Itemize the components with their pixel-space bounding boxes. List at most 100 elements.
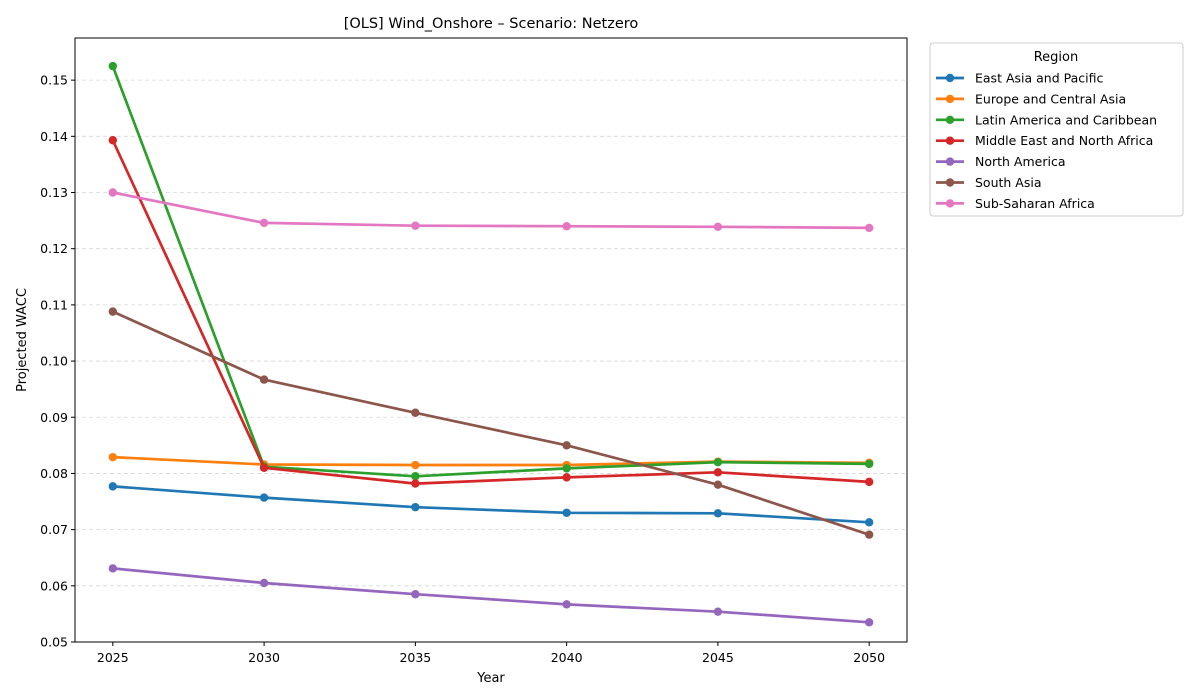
legend-label: North America [975, 154, 1066, 169]
x-axis: 2025 2030 2035 2040 2045 2050 [97, 642, 885, 665]
x-tick-label: 2025 [97, 650, 129, 665]
data-point [562, 222, 571, 231]
legend-label: East Asia and Pacific [975, 71, 1103, 86]
data-point [411, 408, 420, 417]
data-point [108, 564, 118, 573]
data-point [108, 307, 118, 316]
series-north-america [108, 564, 874, 627]
y-tick-label: 0.10 [40, 354, 68, 369]
data-point [259, 218, 269, 228]
data-point [411, 221, 420, 230]
data-point [864, 518, 874, 527]
data-point [562, 508, 571, 517]
legend-label: Latin America and Caribbean [975, 112, 1157, 127]
grid-lines [75, 79, 907, 643]
y-tick-label: 0.06 [40, 578, 68, 593]
legend-frame [929, 42, 1184, 217]
y-tick-label: 0.11 [40, 297, 68, 312]
y-tick-label: 0.08 [40, 466, 68, 481]
y-tick-label: 0.12 [40, 241, 68, 256]
legend-swatch-marker [945, 199, 955, 208]
data-point [108, 482, 118, 491]
data-point [411, 502, 420, 512]
legend-swatch-marker [945, 157, 955, 166]
legend-entry: Sub-Saharan Africa [936, 196, 1095, 211]
data-point [864, 618, 874, 627]
data-point [562, 464, 571, 473]
legend-entry: North America [936, 154, 1066, 169]
series-line [112, 567, 870, 624]
data-point [713, 222, 723, 231]
legend-items: East Asia and Pacific Europe and Central … [936, 71, 1157, 211]
x-tick-label: 2050 [853, 650, 885, 665]
chart-title: [OLS] Wind_Onshore – Scenario: Netzero [344, 16, 639, 32]
data-point [562, 441, 571, 450]
data-point [713, 509, 723, 518]
y-tick-label: 0.05 [40, 635, 68, 650]
data-point [259, 578, 269, 588]
legend-swatch-marker [945, 73, 955, 83]
series-east-asia-and-pacific [108, 482, 874, 527]
data-point [864, 477, 874, 487]
legend-swatch-marker [945, 94, 955, 104]
x-tick-label: 2045 [702, 650, 734, 665]
data-point [108, 61, 118, 71]
x-tick-label: 2035 [399, 650, 431, 665]
legend-swatch-marker [945, 136, 955, 145]
data-point [108, 188, 118, 197]
series-latin-america-and-caribbean [108, 61, 874, 481]
legend-entry: East Asia and Pacific [936, 71, 1103, 86]
y-axis-label: Projected WACC [15, 288, 30, 392]
data-point [864, 223, 874, 233]
series-line [112, 191, 870, 230]
legend-swatch-marker [945, 115, 955, 125]
data-point [864, 459, 874, 469]
legend-label: Sub-Saharan Africa [975, 196, 1095, 211]
data-point [259, 463, 269, 473]
legend-entry: South Asia [936, 175, 1042, 190]
y-axis: 0.05 0.06 0.07 0.08 0.09 0.10 0.11 0.12 0.13 0.14… [40, 73, 75, 650]
series-line [112, 485, 870, 524]
legend-entry: Europe and Central Asia [936, 91, 1126, 106]
data-point [411, 460, 420, 470]
data-point [713, 480, 723, 489]
y-tick-label: 0.13 [40, 185, 68, 200]
data-point [713, 468, 723, 477]
x-tick-label: 2040 [551, 650, 583, 665]
x-axis-label: Year [476, 671, 505, 686]
series-lines [108, 61, 874, 627]
legend: Region East Asia and Pacific Europe and C… [929, 42, 1184, 217]
data-point [411, 590, 420, 599]
series-line [111, 65, 870, 478]
series-line [112, 310, 870, 536]
data-point [259, 493, 269, 502]
data-point [411, 472, 420, 481]
data-point [713, 607, 723, 616]
series-middle-east-and-north-africa [108, 136, 874, 488]
data-point [259, 375, 269, 384]
legend-entry: Middle East and North Africa [936, 133, 1153, 148]
series-sub-saharan-africa [108, 188, 874, 233]
series-europe-and-central-asia [108, 452, 874, 470]
data-point [108, 136, 118, 145]
plot-frame [74, 37, 908, 643]
data-point [562, 473, 571, 482]
y-tick-label: 0.07 [40, 522, 68, 537]
data-point [713, 458, 723, 467]
legend-label: Europe and Central Asia [975, 91, 1126, 106]
legend-label: South Asia [975, 175, 1042, 190]
legend-label: Middle East and North Africa [975, 133, 1153, 148]
y-tick-label: 0.14 [40, 129, 68, 144]
series-line [111, 139, 870, 485]
legend-entry: Latin America and Caribbean [936, 112, 1157, 127]
data-point [108, 452, 118, 462]
legend-swatch-marker [945, 178, 955, 187]
data-point [562, 600, 571, 609]
x-tick-label: 2030 [248, 650, 280, 665]
y-tick-label: 0.09 [40, 410, 68, 425]
y-tick-label: 0.15 [40, 73, 68, 88]
data-point [411, 479, 420, 488]
data-point [864, 530, 874, 539]
series-south-asia [108, 307, 874, 539]
